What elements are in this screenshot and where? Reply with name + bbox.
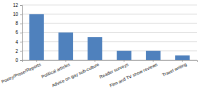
y-tick-mark	[20, 14, 22, 15]
x-axis-line	[23, 61, 198, 63]
y-tick-mark	[20, 42, 22, 43]
bar	[117, 51, 132, 60]
plot: 0 2 4 6 8 10 12 Poetry/Prose/ReportsPolitical a…	[1, 3, 198, 89]
grid-line	[22, 5, 197, 6]
x-tick-label: Travel writing	[161, 62, 188, 78]
grid-line	[22, 32, 197, 33]
y-tick-label: 6	[15, 30, 18, 35]
y-tick-mark	[20, 33, 22, 34]
grid-line	[22, 14, 197, 15]
grid-line	[22, 23, 197, 24]
y-tick-label: 4	[15, 40, 18, 45]
x-tick-mark	[182, 60, 183, 62]
bar	[88, 37, 103, 60]
y-tick-mark	[20, 51, 22, 52]
y-tick: 2	[15, 49, 22, 54]
y-tick-label: 0	[15, 58, 18, 63]
x-tick-label: Advice on gay sub-culture	[51, 62, 100, 89]
x-tick-mark	[124, 60, 125, 62]
y-tick: 4	[15, 40, 22, 45]
x-tick-label: Film and TV show reviews	[109, 61, 159, 88]
y-tick-mark	[20, 5, 22, 6]
x-tick-mark	[65, 60, 66, 62]
y-tick-mark	[20, 60, 22, 61]
y-tick: 0	[15, 58, 22, 63]
y-tick: 6	[15, 30, 22, 35]
x-tick-mark	[94, 60, 95, 62]
y-tick-mark	[20, 23, 22, 24]
bar	[175, 55, 190, 60]
y-tick: 12	[13, 3, 22, 8]
bars	[29, 14, 189, 60]
grid-line	[22, 50, 197, 51]
bar	[146, 51, 161, 60]
x-tick: Film and TV show reviews	[109, 60, 159, 88]
y-tick-label: 12	[13, 3, 19, 8]
x-tick: Travel writing	[161, 60, 188, 78]
y-axis: 0 2 4 6 8 10 12	[13, 3, 23, 63]
y-tick-label: 8	[15, 21, 18, 26]
y-tick: 10	[13, 12, 22, 17]
x-tick-mark	[36, 60, 37, 62]
y-tick: 8	[15, 21, 22, 26]
x-tick-mark	[153, 60, 154, 62]
x-axis: Poetry/Prose/ReportsPolitical articlesAd…	[1, 60, 198, 88]
bar	[29, 14, 44, 60]
x-tick: Advice on gay sub-culture	[51, 60, 100, 88]
grid	[22, 5, 197, 60]
x-tick-label: Poetry/Prose/Reports	[1, 61, 43, 84]
grid-line	[22, 41, 197, 42]
x-tick: Poetry/Prose/Reports	[1, 60, 43, 85]
y-tick-label: 10	[13, 12, 19, 17]
y-axis-line	[20, 6, 23, 61]
y-tick-label: 2	[15, 49, 18, 54]
chart: 0 2 4 6 8 10 12 Poetry/Prose/ReportsPolitical a…	[0, 0, 200, 94]
bar	[58, 33, 73, 61]
